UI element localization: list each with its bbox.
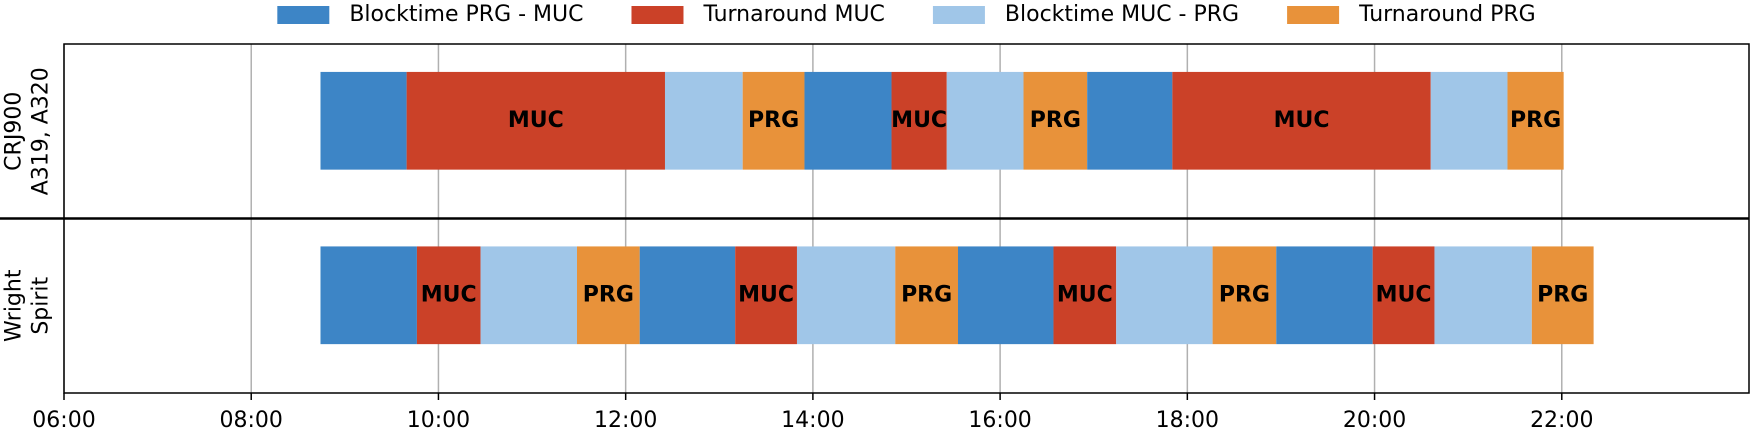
segment: [796, 246, 896, 345]
legend-label: Turnaround MUC: [702, 2, 884, 27]
segment: [1430, 71, 1508, 170]
row-label: Spirit: [29, 276, 54, 334]
x-tick-label: 18:00: [1156, 408, 1219, 431]
segment: [1276, 246, 1373, 345]
segment-label: MUC: [891, 108, 947, 133]
row-label: CRJ900: [2, 92, 27, 171]
segment: [1087, 71, 1173, 170]
legend-swatch: [932, 6, 985, 24]
segment: [895, 246, 958, 345]
segment: [480, 246, 577, 345]
segment-label: PRG: [583, 282, 634, 307]
segment: [804, 71, 892, 170]
segment: [1023, 71, 1088, 170]
segment-label: PRG: [748, 108, 799, 133]
x-tick-label: 12:00: [594, 408, 657, 431]
legend-swatch: [1287, 6, 1340, 24]
plot-frame: [63, 43, 1750, 394]
legend-swatch: [631, 6, 684, 24]
segment-label: MUC: [738, 282, 794, 307]
segment-label: PRG: [1219, 282, 1270, 307]
segment-label: MUC: [421, 282, 477, 307]
segment-label: MUC: [1057, 282, 1113, 307]
x-tick-label: 10:00: [407, 408, 470, 431]
segment: [639, 246, 736, 345]
segment: [735, 246, 797, 345]
x-tick-label: 22:00: [1530, 408, 1593, 431]
segment: [320, 71, 407, 170]
segment-label: PRG: [1537, 282, 1588, 307]
segment: [416, 246, 481, 345]
segment: [664, 71, 743, 170]
segment: [1212, 246, 1277, 345]
segment: [1507, 71, 1564, 170]
legend-label: Blocktime PRG - MUC: [349, 2, 583, 27]
segment: [1531, 246, 1594, 345]
segment: [576, 246, 640, 345]
segment-label: MUC: [1274, 108, 1330, 133]
x-tick-label: 08:00: [220, 408, 283, 431]
row-label: A319, A320: [29, 67, 54, 195]
segment: [742, 71, 805, 170]
segment: [946, 71, 1024, 170]
x-tick-label: 06:00: [32, 408, 95, 431]
row-label: Wright: [2, 269, 27, 342]
legend-swatch: [277, 6, 330, 24]
segment-label: PRG: [1030, 108, 1081, 133]
segment: [320, 246, 417, 345]
segment: [1053, 246, 1117, 345]
x-tick-label: 20:00: [1343, 408, 1406, 431]
segment: [957, 246, 1054, 345]
segment-label: MUC: [508, 108, 564, 133]
x-tick-label: 14:00: [781, 408, 844, 431]
legend: Blocktime PRG - MUC Turnaround MUC Blockti…: [277, 2, 1536, 27]
segment-label: PRG: [901, 282, 952, 307]
segment: [891, 71, 947, 170]
legend-label: Turnaround PRG: [1358, 2, 1536, 27]
segment: [1372, 246, 1435, 345]
segment: [1434, 246, 1532, 345]
segment: [406, 71, 665, 170]
segment-label: MUC: [1376, 282, 1432, 307]
legend-label: Blocktime MUC - PRG: [1005, 2, 1239, 27]
segment: [1172, 71, 1431, 170]
x-tick-label: 16:00: [968, 408, 1031, 431]
segment-label: PRG: [1510, 108, 1561, 133]
segment: [1116, 246, 1213, 345]
